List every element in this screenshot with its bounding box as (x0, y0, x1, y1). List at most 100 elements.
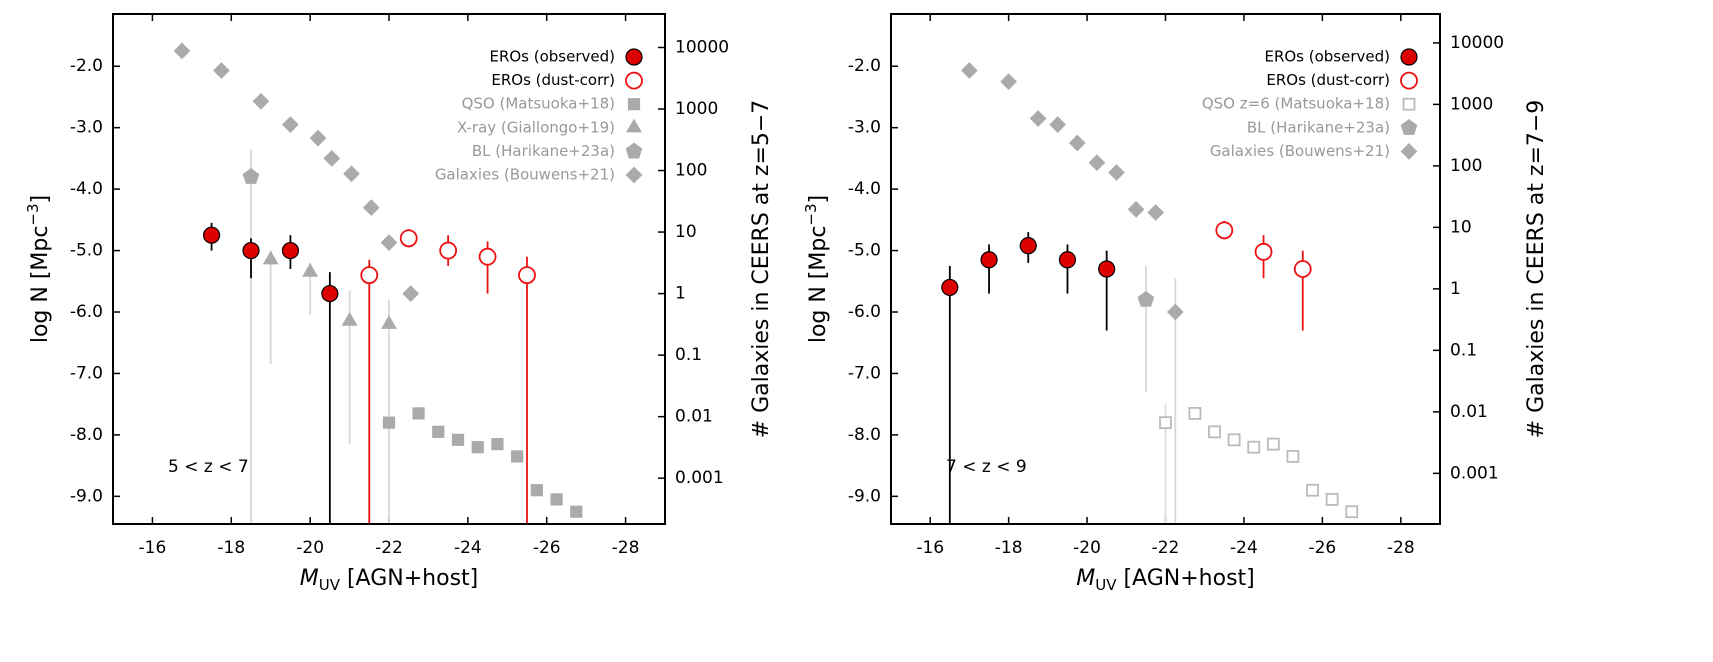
plot-frame (890, 13, 1441, 525)
marker (309, 129, 327, 147)
x-tick-label: -16 (139, 538, 167, 558)
series (382, 407, 583, 518)
y2-tick-label: 10000 (1450, 33, 1504, 53)
legend-label: BL (Harikane+23a) (1247, 118, 1390, 136)
y2-tick-label: 1000 (1450, 94, 1493, 114)
y2-axis-label: # Galaxies in CEERS at z=5−7 (749, 100, 774, 439)
marker (1049, 116, 1067, 133)
marker (362, 199, 380, 216)
marker (360, 266, 379, 285)
marker (471, 441, 484, 454)
marker (1137, 290, 1155, 307)
y-tick-label: -7.0 (70, 363, 103, 383)
series (961, 62, 1184, 524)
legend-marker (1400, 48, 1418, 66)
marker (173, 42, 191, 60)
marker (1029, 110, 1047, 127)
panel: -16 -18 -20 -22 -24 -26 -28 -9.0 -8.0 -7.0 -6.0 -5.… (802, 13, 1549, 594)
marker (242, 241, 260, 260)
y2-tick-label: 1000 (675, 99, 718, 119)
marker (1345, 505, 1359, 519)
marker (302, 262, 319, 277)
y-tick-label: -3.0 (70, 118, 103, 138)
legend-marker (1402, 97, 1416, 111)
y2-axis-label: # Galaxies in CEERS at z=7−9 (1524, 100, 1549, 439)
marker (491, 438, 504, 451)
legend-label: EROs (observed) (1264, 48, 1390, 66)
series (173, 42, 420, 302)
y2-tick-label: 100 (675, 161, 707, 181)
marker (1188, 406, 1202, 420)
series (1137, 265, 1155, 392)
y-tick-label: -8.0 (848, 425, 881, 445)
x-tick-label: -24 (1230, 538, 1258, 558)
y-tick-label: -2.0 (848, 56, 881, 76)
legend-marker (625, 142, 643, 159)
marker (1266, 437, 1280, 451)
x-axis-label-part: M (1076, 566, 1095, 591)
y-tick-label: -3.0 (848, 118, 881, 138)
y-tick-label: -9.0 (70, 486, 103, 506)
y-axis-label: log N [Mpc−3] (24, 195, 54, 343)
y2-tick-label: 1 (675, 284, 686, 304)
marker (550, 493, 563, 506)
marker (478, 247, 497, 266)
marker (1068, 134, 1086, 152)
legend-marker (1400, 143, 1418, 160)
marker (511, 450, 524, 463)
legend-marker (625, 71, 643, 90)
y-tick-label: -2.0 (70, 56, 103, 76)
x-tick-label: -26 (533, 538, 561, 558)
y2-tick-label: 0.1 (675, 345, 702, 365)
y2-tick-label: 1 (1450, 279, 1461, 299)
legend-label: Galaxies (Bouwens+21) (435, 166, 615, 184)
marker (323, 150, 341, 167)
marker (242, 168, 260, 184)
x-tick-label: -18 (217, 538, 245, 558)
x-tick-label: -28 (1387, 538, 1415, 558)
marker (1127, 201, 1145, 218)
marker (213, 62, 230, 79)
annotation: 5 < z < 7 (168, 457, 249, 477)
marker (1306, 483, 1319, 497)
y-tick-label: -5.0 (848, 241, 881, 261)
marker (1247, 440, 1261, 454)
x-tick-label: -18 (995, 538, 1023, 558)
marker (202, 226, 221, 244)
marker (1286, 450, 1300, 463)
y2-tick-label: 10 (1450, 217, 1472, 237)
y-tick-label: -4.0 (848, 179, 881, 199)
marker (252, 92, 270, 110)
legend-label: EROs (dust-corr) (1266, 71, 1390, 89)
x-tick-label: -28 (612, 538, 640, 558)
marker (282, 116, 299, 133)
series (202, 222, 339, 524)
legend-label: X-ray (Giallongo+19) (457, 118, 615, 136)
marker (380, 234, 398, 251)
marker (1227, 433, 1241, 447)
plot-area (173, 42, 583, 524)
y-axis-label-part: ] (806, 195, 831, 204)
marker (961, 62, 978, 79)
x-tick-label: -24 (454, 538, 482, 558)
marker (399, 229, 418, 248)
x-axis-label: MUV [AGN+host] (300, 566, 479, 594)
legend-label: Galaxies (Bouwens+21) (1210, 142, 1390, 160)
legend-label: EROs (observed) (489, 48, 615, 66)
marker (1208, 425, 1221, 439)
marker (980, 251, 998, 269)
marker (1293, 260, 1312, 278)
y2-tick-label: 100 (1450, 156, 1482, 176)
series (1159, 404, 1359, 524)
annotation: 7 < z < 9 (946, 457, 1027, 477)
marker (1088, 154, 1106, 172)
y-tick-label: -7.0 (848, 363, 881, 383)
y2-tick-label: 0.1 (1450, 340, 1477, 360)
legend-marker (626, 118, 642, 133)
x-axis-label-part: M (300, 566, 319, 591)
marker (1108, 164, 1125, 181)
marker (1058, 251, 1077, 269)
series (1215, 221, 1312, 331)
y2-tick-label: 10 (675, 222, 697, 242)
x-axis-label-part: UV (319, 576, 341, 594)
